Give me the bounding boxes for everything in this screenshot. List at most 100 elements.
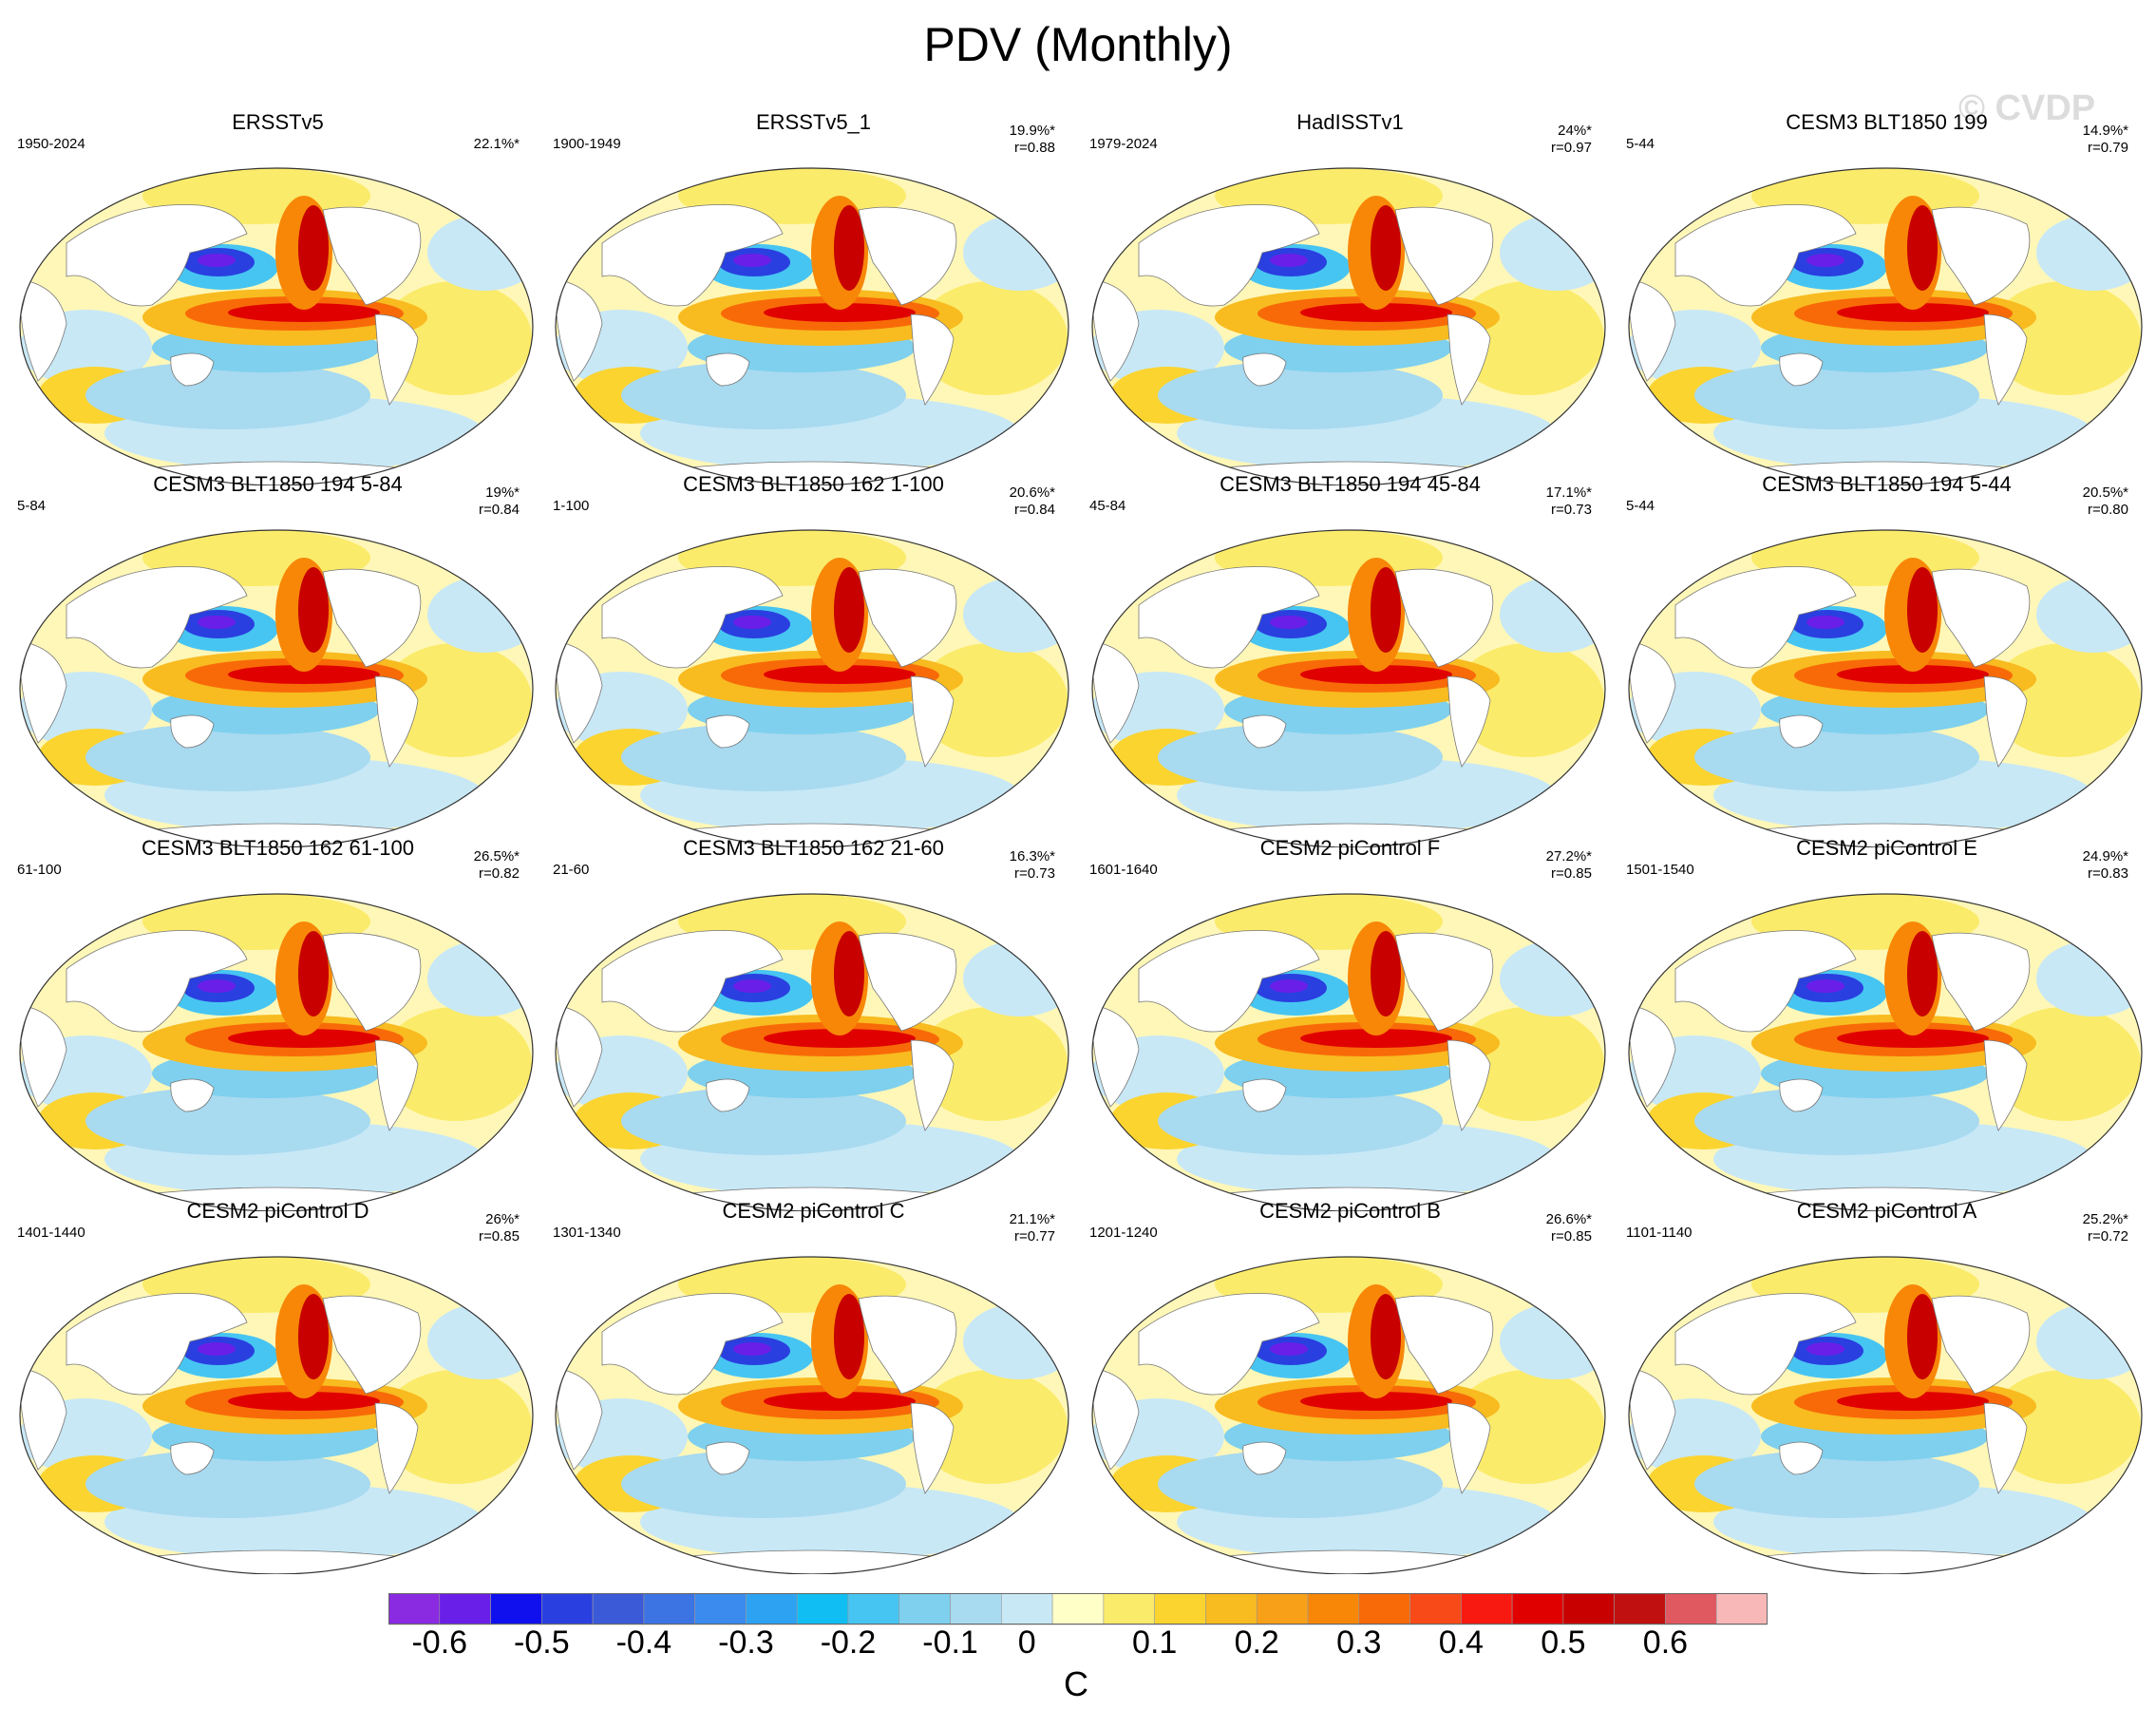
colorbar-tick-label: 0.4: [1439, 1624, 1484, 1658]
panel-title: CESM2 piControl D: [186, 1199, 369, 1223]
colorbar-box: [950, 1593, 1002, 1625]
colorbar-box: [490, 1593, 542, 1625]
north-atlantic-cool-patch: [427, 940, 533, 1016]
equatorial-warm-max: [228, 303, 380, 322]
north-atlantic-cool-patch: [963, 577, 1069, 653]
north-atlantic-cool-patch: [2036, 1303, 2142, 1379]
colorbar-box: [1051, 1593, 1105, 1625]
australia-landmass: [1779, 714, 1824, 749]
coastal-warm-max: [1371, 1294, 1401, 1379]
colorbar-box: [1103, 1593, 1155, 1625]
panel-variance-explained: 20.5%*: [2082, 484, 2128, 501]
north-atlantic-cool-patch: [963, 1303, 1069, 1379]
sst-map: [1628, 167, 2143, 485]
south-america-landmass: [910, 1039, 955, 1131]
coastal-warm-max: [298, 567, 329, 653]
south-pacific-cool-arm: [1694, 723, 1979, 791]
map-panel: CESM2 piControl D 1401-1440 26%* r=0.85: [9, 1199, 546, 1574]
map-panel: CESM3 BLT1850 162 1-100 1-100 20.6%* r=0.84: [545, 472, 1082, 847]
coastal-warm-max: [1371, 567, 1401, 653]
south-america-landmass: [374, 1039, 419, 1131]
panel-period: 1501-1540: [1626, 862, 1694, 878]
north-pacific-cool-max: [198, 1342, 236, 1356]
north-pacific-cool-max: [733, 979, 771, 993]
south-pacific-cool-arm: [85, 1087, 370, 1155]
asia-landmass: [601, 204, 784, 307]
north-america-landmass: [1394, 206, 1494, 306]
panel-period: 5-84: [17, 498, 47, 514]
south-pacific-cool-arm: [1694, 1087, 1979, 1155]
colorbar-tick-label: -0.6: [411, 1624, 467, 1658]
south-pacific-cool-arm: [1158, 723, 1443, 791]
north-pacific-cool-max: [1270, 616, 1308, 629]
panel-variance-explained: 22.1%*: [473, 136, 520, 152]
asia-landmass: [1138, 1293, 1320, 1396]
map-border: [555, 1256, 1069, 1574]
colorbar-box: [1511, 1593, 1564, 1625]
panel-title: CESM3 BLT1850 194 45-84: [1220, 472, 1481, 496]
colorbar-box: [1665, 1593, 1717, 1625]
map-panel: CESM3 BLT1850 162 61-100 61-100 26.5%* r=0.…: [9, 836, 546, 1211]
panel-period: 1601-1640: [1089, 862, 1158, 878]
colorbar-box: [439, 1593, 491, 1625]
australia-landmass: [170, 1441, 215, 1475]
coastal-warm-max: [834, 1294, 864, 1379]
panel-period: 1101-1140: [1626, 1225, 1693, 1241]
australia-landmass: [170, 1078, 215, 1112]
panel-pattern-correlation: r=0.72: [2088, 1228, 2128, 1244]
equatorial-warm-max: [1300, 665, 1452, 684]
colorbar-tick-label: 0.5: [1541, 1624, 1585, 1658]
australia-landmass: [1242, 1441, 1287, 1475]
panel-title: CESM2 piControl C: [722, 1199, 905, 1223]
north-pacific-cool-max: [198, 254, 236, 267]
panel-period: 1979-2024: [1089, 136, 1158, 152]
panel-variance-explained: 26.5%*: [473, 848, 520, 864]
cvdp-watermark: © CVDP: [1958, 88, 2096, 128]
panel-title: CESM3 BLT1850 162 1-100: [683, 472, 944, 496]
north-america-landmass: [1394, 1295, 1494, 1395]
asia-landmass: [601, 1293, 784, 1396]
north-america-landmass: [1394, 568, 1494, 668]
colorbar-tick-label: 0.3: [1336, 1624, 1381, 1658]
map-border: [555, 529, 1069, 847]
colorbar-box: [1307, 1593, 1360, 1625]
north-pacific-cool-max: [733, 1342, 771, 1356]
equatorial-warm-max: [764, 1392, 916, 1411]
colorbar-tick-label: -0.2: [821, 1624, 877, 1658]
figure-title: PDV (Monthly): [923, 18, 1233, 71]
north-atlantic-cool-patch: [427, 215, 533, 291]
panel-period: 5-44: [1626, 498, 1655, 514]
north-pacific-cool-max: [733, 616, 771, 629]
south-america-landmass: [374, 675, 419, 768]
asia-landmass: [66, 930, 248, 1033]
colorbar-box: [1358, 1593, 1410, 1625]
coastal-warm-max: [1371, 931, 1401, 1016]
south-america-landmass: [374, 1402, 419, 1494]
colorbar-box: [1154, 1593, 1206, 1625]
south-america-landmass: [1983, 675, 2028, 768]
sst-map: [555, 529, 1069, 847]
south-pacific-cool-arm: [1158, 361, 1443, 429]
north-pacific-cool-max: [1806, 1342, 1844, 1356]
north-america-landmass: [1931, 1295, 2031, 1395]
south-america-landmass: [910, 314, 955, 406]
asia-landmass: [66, 1293, 248, 1396]
panel-title: CESM2 piControl B: [1259, 1199, 1441, 1223]
panel-period: 21-60: [553, 862, 590, 878]
antarctica-landmass: [620, 1549, 1002, 1574]
north-atlantic-cool-patch: [1500, 940, 1605, 1016]
australia-landmass: [706, 714, 750, 749]
map-panel: CESM2 piControl C 1301-1340 21.1%* r=0.77: [545, 1199, 1082, 1574]
panel-pattern-correlation: r=0.85: [1551, 1228, 1592, 1244]
map-border: [1091, 529, 1606, 847]
north-america-landmass: [322, 1295, 422, 1395]
panel-variance-explained: 26%*: [485, 1211, 520, 1227]
antarctica-landmass: [1157, 1549, 1539, 1574]
panel-pattern-correlation: r=0.84: [479, 502, 520, 518]
africa-landmass: [1092, 642, 1140, 744]
north-atlantic-cool-patch: [427, 1303, 533, 1379]
south-pacific-cool-arm: [1694, 1450, 1979, 1518]
colorbar-box: [796, 1593, 849, 1625]
africa-landmass: [20, 1369, 67, 1471]
africa-landmass: [556, 1006, 603, 1108]
